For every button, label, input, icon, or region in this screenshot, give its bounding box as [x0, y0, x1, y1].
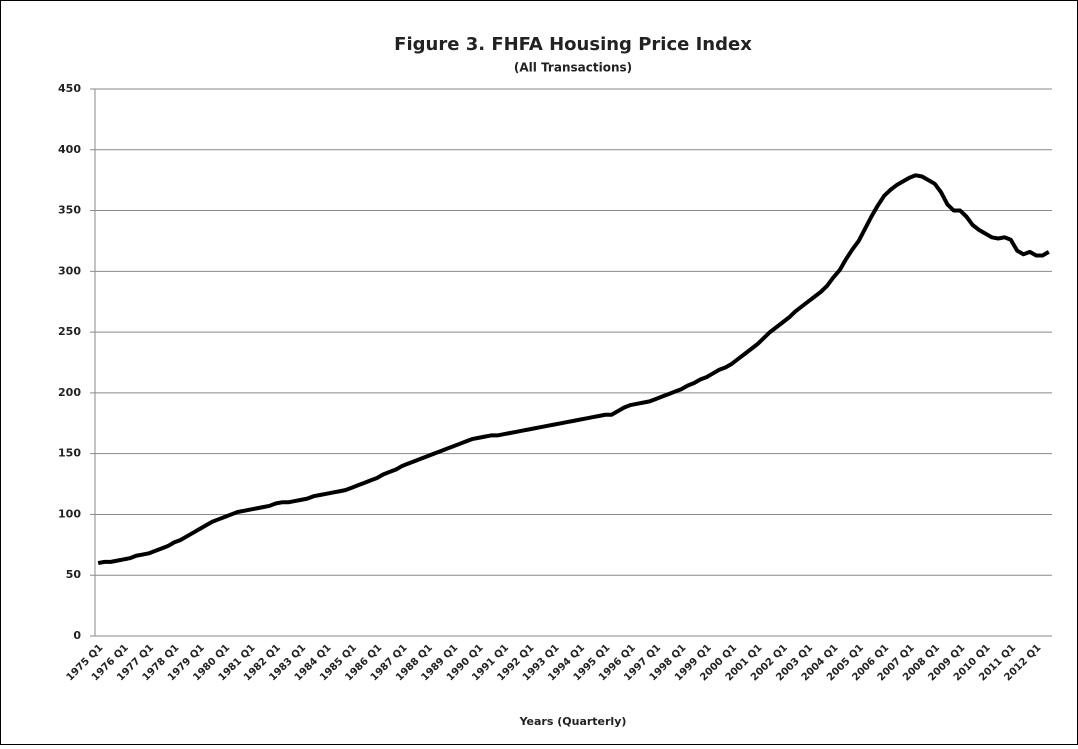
- y-tick-label: 450: [58, 82, 81, 95]
- y-tick-label: 150: [58, 447, 81, 460]
- y-tick-label: 350: [58, 204, 81, 217]
- chart-subtitle: (All Transactions): [514, 61, 632, 75]
- chart-title: Figure 3. FHFA Housing Price Index: [394, 34, 752, 55]
- y-tick-label: 250: [58, 325, 81, 338]
- line-series: [97, 173, 1050, 566]
- y-tick-label: 0: [73, 629, 81, 642]
- y-tick-label: 100: [58, 507, 81, 520]
- y-tick-label: 50: [66, 568, 82, 581]
- y-tick-label: 200: [58, 386, 81, 399]
- x-axis-title: Years (Quarterly): [519, 715, 627, 728]
- y-tick-label: 400: [58, 143, 81, 156]
- y-tick-label: 300: [58, 264, 81, 277]
